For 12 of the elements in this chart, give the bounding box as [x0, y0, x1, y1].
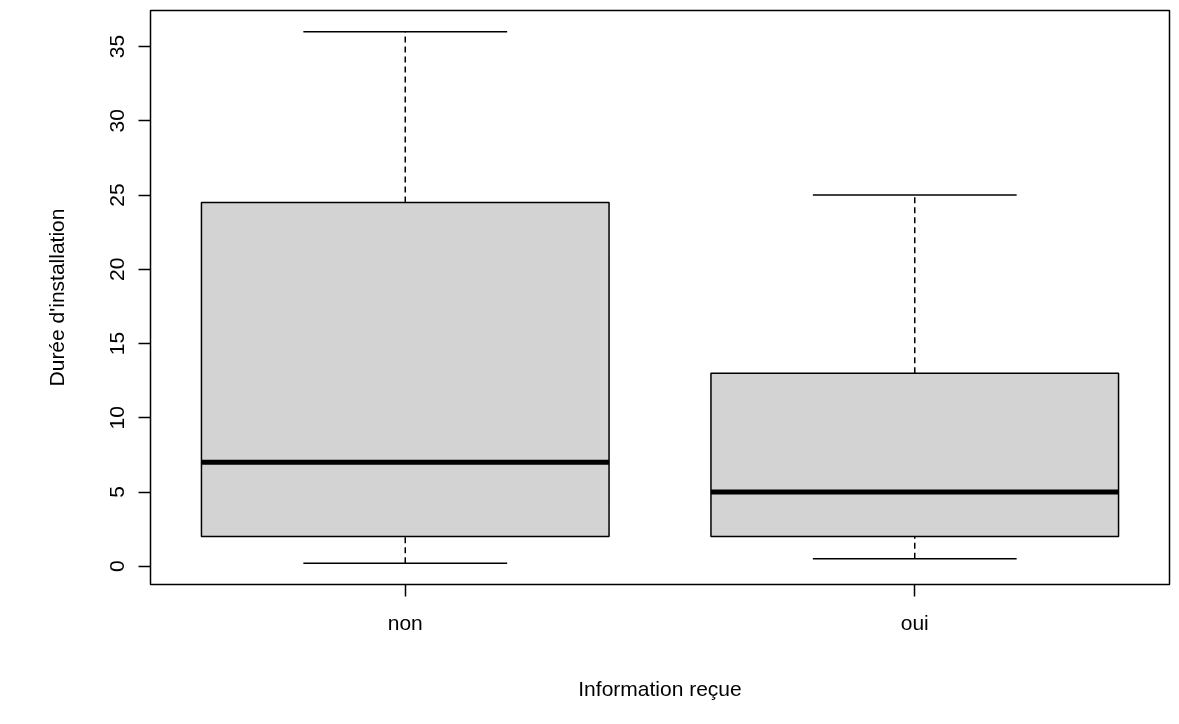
y-tick-label: 15	[105, 331, 129, 356]
y-axis-title: Durée d'installation	[44, 208, 68, 387]
y-tick-label: 5	[105, 486, 129, 498]
x-tick-label: oui	[900, 610, 929, 634]
y-tick-label: 0	[105, 560, 129, 573]
y-tick-label: 35	[105, 34, 129, 59]
y-tick-label: 30	[105, 109, 129, 133]
x-axis-title: Information reçue	[578, 676, 742, 700]
y-tick-label: 20	[105, 257, 129, 281]
x-tick-label: non	[387, 610, 423, 634]
y-tick-label: 10	[105, 406, 129, 430]
y-tick-label: 25	[105, 183, 129, 207]
